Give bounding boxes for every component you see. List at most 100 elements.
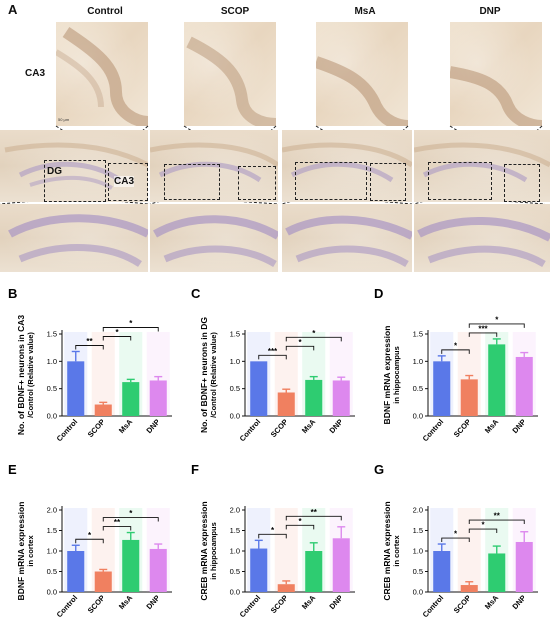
y-tick-label: 1.0 [47, 547, 57, 556]
significance-bracket [468, 519, 525, 525]
significance-bracket [75, 538, 104, 544]
x-tick-label: DNP [327, 417, 344, 435]
roi-dg-control [44, 160, 106, 202]
y-tick-label: 0.5 [413, 567, 423, 576]
significance-bracket [468, 528, 498, 534]
bar-chart-b: B No. of BDNF+ neurons in CA3/Control (Re… [8, 286, 172, 443]
x-tick-label: DNP [144, 417, 161, 435]
roi-dg-dnp [428, 162, 492, 200]
bar-glow [91, 332, 115, 416]
bar-chart-g: G CREB mRNA expression in cortex 0.0 0.5 1.0 1… [374, 462, 538, 619]
roi-dg-scop [164, 164, 220, 200]
bar-msa [305, 551, 323, 592]
scale-label: 50 μm [58, 117, 70, 122]
x-tick-label: Control [55, 417, 80, 443]
y-tick-label: 0.0 [47, 412, 57, 421]
significance-bracket [285, 336, 342, 342]
y-tick-label: 0.0 [413, 412, 423, 421]
bar-scop [94, 571, 112, 592]
x-tick-label: MsA [300, 417, 318, 435]
y-tick-label: 0.5 [47, 384, 57, 393]
significance-label: * [454, 530, 458, 539]
bar-dnp [515, 541, 533, 592]
panel-letter-a: A [8, 2, 18, 17]
significance-label: ** [311, 508, 318, 517]
significance-bracket [102, 517, 159, 522]
y-tick-label: 1.0 [413, 357, 423, 366]
bar-msa [122, 382, 140, 416]
histology-overview-dnp [414, 130, 550, 202]
y-axis-label: No. of BDNF+ neurons in CA3/Control (Rel… [16, 315, 35, 435]
x-tick-label: Control [238, 593, 263, 619]
histology-ca3-control: 50 μm [56, 22, 148, 126]
y-tick-label: 1.5 [47, 330, 57, 339]
y-axis-label: BDNF mRNA expression in cortex [16, 502, 35, 601]
significance-bracket [468, 332, 498, 337]
y-tick-label: 0.0 [47, 588, 57, 597]
bar-chart-f: F CREB mRNA expression in hippocampus 0.0 0.… [191, 462, 355, 619]
histology-ca3-dnp [450, 22, 542, 126]
significance-bracket [285, 524, 315, 530]
y-tick-label: 2.0 [413, 506, 423, 515]
x-tick-label: MsA [117, 593, 135, 611]
bar-control [433, 551, 451, 592]
significance-label: *** [268, 347, 278, 356]
significance-label: * [115, 328, 119, 337]
bar-control [433, 361, 451, 416]
roi-ca3-msa [370, 163, 406, 201]
y-tick-label: 0.0 [230, 588, 240, 597]
y-tick-label: 1.5 [47, 526, 57, 535]
panel-letter-c: C [191, 286, 201, 301]
y-axis-label: No. of BDNF+ neurons in DG/Control (Rela… [199, 317, 218, 433]
y-tick-label: 0.0 [413, 588, 423, 597]
y-tick-label: 1.0 [47, 357, 57, 366]
y-axis-label-line: in cortex [392, 535, 401, 567]
x-tick-label: MsA [300, 593, 318, 611]
y-tick-label: 2.0 [230, 506, 240, 515]
y-axis-label-line: /Control (Relative value) [26, 332, 35, 418]
y-tick-label: 1.0 [230, 547, 240, 556]
y-tick-label: 1.5 [413, 526, 423, 535]
y-axis-label: BDNF mRNA expression in hippocampus [382, 326, 401, 425]
y-tick-label: 0.5 [230, 384, 240, 393]
significance-label: * [481, 521, 485, 530]
significance-bracket [102, 336, 132, 341]
bar-chart-e: E BDNF mRNA expression in cortex 0.0 0.5 1.0 1… [8, 462, 172, 619]
significance-label: * [454, 341, 458, 350]
significance-label: *** [478, 324, 488, 333]
x-tick-label: SCOP [86, 417, 107, 439]
histology-overview-scop [150, 130, 278, 202]
significance-label: * [298, 338, 302, 347]
significance-label: * [495, 315, 499, 324]
histology-ca3-scop [184, 22, 276, 126]
overview-label-dg: DG [47, 166, 62, 177]
significance-bracket [258, 533, 287, 539]
significance-label: * [129, 509, 133, 518]
bar-glow [91, 508, 115, 592]
significance-label: * [298, 517, 302, 526]
bar-scop [460, 585, 478, 592]
y-tick-label: 0.5 [413, 384, 423, 393]
roi-ca3-control [108, 163, 148, 201]
x-tick-label: SCOP [269, 593, 290, 615]
bar-dnp [149, 548, 167, 592]
bar-dnp [149, 380, 167, 416]
bar-chart-d: D BDNF mRNA expression in hippocampus 0.0 0.… [374, 286, 538, 443]
row-label-ca3: CA3 [25, 68, 46, 79]
significance-bracket [102, 526, 132, 531]
panel-letter-f: F [191, 462, 199, 477]
y-axis-label: CREB mRNA expression in hippocampus [199, 501, 218, 600]
y-tick-label: 2.0 [47, 506, 57, 515]
histology-overview-control: DG CA3 [0, 130, 148, 202]
bar-control [67, 551, 85, 592]
bar-dnp [515, 356, 533, 416]
x-tick-label: DNP [144, 593, 161, 611]
x-tick-label: Control [421, 417, 446, 443]
bar-scop [460, 379, 478, 416]
x-tick-label: DNP [327, 593, 344, 611]
x-tick-label: MsA [483, 593, 501, 611]
bar-control [250, 548, 268, 592]
significance-bracket [75, 345, 104, 350]
bar-msa [122, 539, 140, 592]
significance-bracket [441, 537, 470, 543]
